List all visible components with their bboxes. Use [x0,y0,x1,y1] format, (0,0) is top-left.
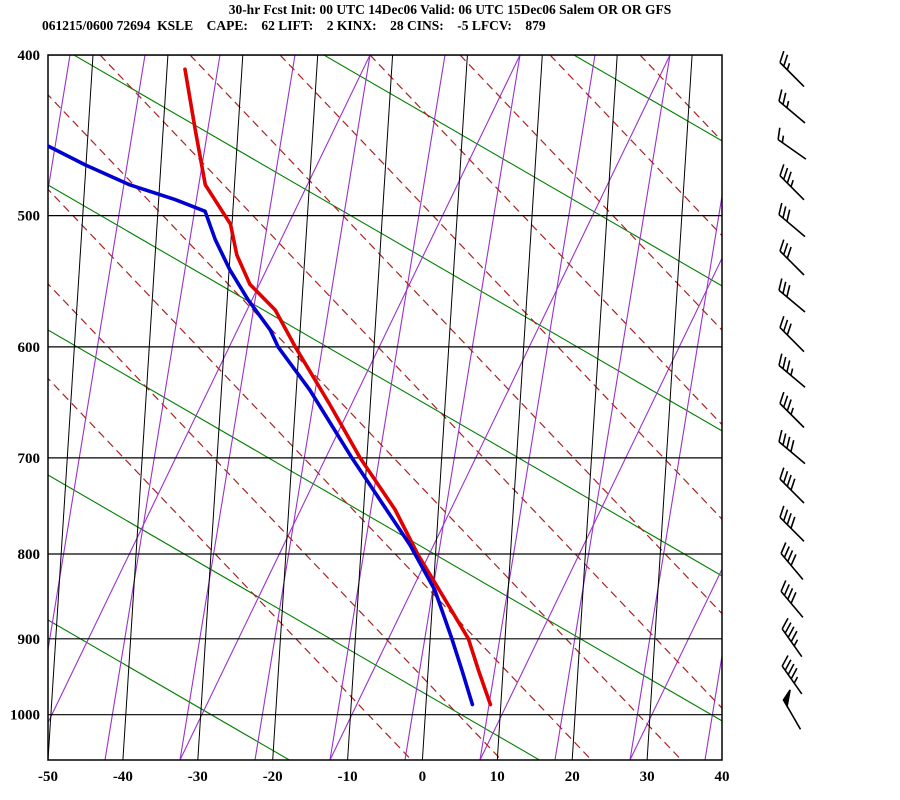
wind-barb [779,316,805,353]
wind-barb [782,689,802,730]
temperature-axis-label: -30 [188,769,208,785]
wind-barb [778,353,806,388]
temperature-axis-label: 0 [419,769,427,785]
wind-barb [778,89,806,124]
temperature-trace [183,67,493,707]
axis-labels: 400 500 600 700 800 900 1000 -50 -40 -30 -20 -10 0 10… [10,48,730,785]
wind-barb [780,580,804,618]
wind-barb [777,127,807,160]
pressure-axis-label: 700 [18,451,41,467]
wind-barb [778,429,806,465]
temperature-axis-label: -50 [38,769,58,785]
wind-barb [779,467,805,504]
wind-barb [781,617,803,658]
temperature-axis-label: 30 [640,769,655,785]
wind-barb [778,278,806,313]
plot-frame [47,54,723,761]
dewpoint-trace [48,143,475,707]
pressure-axis-label: 800 [18,547,41,563]
wind-barb [779,50,805,88]
pressure-axis-label: 500 [18,209,41,225]
temperature-axis-label: -20 [263,769,283,785]
wind-barb [779,239,805,276]
temperature-axis-label: -10 [338,769,358,785]
pressure-axis-label: 1000 [10,708,40,724]
wind-barb [778,202,806,238]
temperature-axis-label: -40 [113,769,133,785]
wind-barb [779,391,805,429]
wind-barb-column [777,50,807,730]
wind-barb [781,655,803,695]
pressure-axis-label: 900 [18,632,41,648]
chart-title: 30-hr Fcst Init: 00 UTC 14Dec06 Valid: 0… [228,2,672,17]
pressure-axis-label: 600 [18,340,41,356]
wind-barb [779,164,805,201]
temperature-axis-label: 10 [490,769,505,785]
wind-barb [779,505,805,542]
wind-barb [780,542,804,581]
station-indices-line: 061215/0600 72694 KSLE CAPE: 62 LIFT: 2 … [42,18,546,33]
temperature-axis-label: 20 [565,769,580,785]
pressure-axis-label: 400 [18,48,41,64]
temperature-axis-label: 40 [715,769,730,785]
